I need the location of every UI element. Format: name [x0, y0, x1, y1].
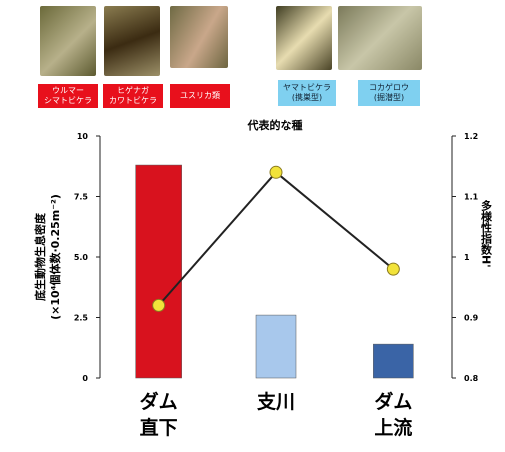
species-label: ヒゲナガ カワトビケラ [103, 84, 163, 108]
y2-tick-label: 0.8 [464, 374, 479, 383]
y2-axis-label: 多様性指数H' [480, 199, 493, 268]
photo [104, 6, 160, 76]
x-tick-label: ダム上流 [374, 390, 412, 439]
x-tick-label: ダム直下 [140, 390, 178, 439]
chart-title: 代表的な種 [247, 118, 303, 132]
photo [338, 6, 422, 70]
species-label: ウルマー シマトビケラ [38, 84, 98, 108]
point [386, 262, 400, 276]
y2-tick-label: 0.9 [464, 314, 479, 323]
bar [135, 164, 182, 379]
y-tick-label: 0 [82, 374, 88, 383]
species-label: ヤマトビケラ (携巣型) [278, 80, 336, 106]
y2-tick-label: 1 [464, 253, 470, 262]
point [269, 165, 283, 179]
y2-tick-label: 1.2 [464, 132, 478, 141]
species-label: ユスリカ類 [170, 84, 230, 108]
species-label: コカゲロウ (掘潜型) [358, 80, 420, 106]
y-tick-label: 2.5 [74, 314, 89, 323]
photo [40, 6, 96, 76]
bar [373, 343, 414, 379]
photo [276, 6, 332, 70]
y-tick-label: 10 [77, 132, 89, 141]
y2-tick-label: 1.1 [464, 193, 479, 202]
y-tick-label: 5.0 [74, 253, 89, 262]
line [157, 170, 394, 307]
y-axis-label: 底生動物生息密度 (×10⁴個体数·0.25m⁻²) [33, 194, 62, 320]
y-tick-label: 7.5 [74, 193, 89, 202]
point [152, 298, 166, 312]
bar [255, 314, 297, 379]
photo [170, 6, 228, 68]
x-tick-label: 支川 [256, 391, 295, 413]
